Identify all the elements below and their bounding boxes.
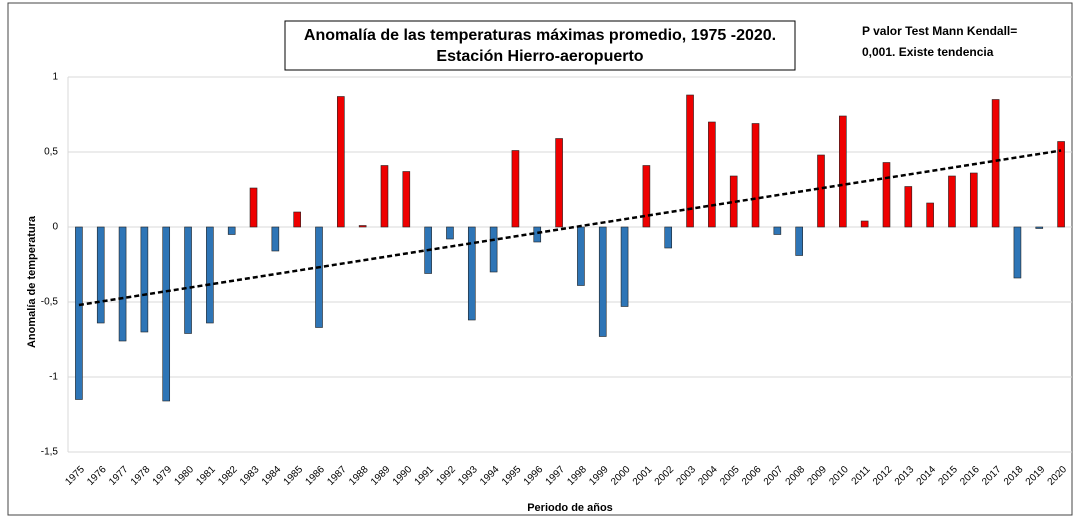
bar [533,226,542,243]
chart-title: Anomalía de las temperaturas máximas pro… [304,27,776,44]
bar [227,226,236,235]
y-tick-label: -1 [49,372,58,383]
bar [75,226,83,400]
bar [577,226,585,286]
x-axis-label: Periodo de años [527,502,613,514]
bar [926,202,934,228]
bar [773,226,782,235]
bar [446,226,454,240]
bar [184,226,192,334]
y-axis-label: Anomalía de temperatura [26,215,38,348]
bar [118,226,127,342]
title-box [284,20,796,71]
bar [249,187,258,228]
bar [969,172,978,228]
y-tick-label: 1 [52,72,58,83]
bar [206,226,214,324]
annotation: P valor Test Mann Kendall= [862,24,1017,38]
bar [708,121,716,228]
bar [402,171,411,228]
bar [467,226,476,321]
bar [795,226,803,256]
bar [904,186,913,228]
bar [511,150,520,228]
bar [1035,226,1044,229]
bar [751,123,760,228]
y-tick-label: 0 [52,222,58,233]
bar [1013,226,1022,279]
bar [991,99,1000,228]
annotation: 0,001. Existe tendencia [862,45,994,59]
bar [839,115,847,228]
trendline [78,149,1062,307]
bar [817,154,825,228]
bar [96,226,105,324]
y-tick-label: -0,5 [41,297,59,308]
chart-title: Estación Hierro-aeropuerto [436,48,643,65]
bar [882,162,891,228]
bar [598,226,607,337]
bar [337,96,345,228]
bar [686,94,694,228]
bar [620,226,629,307]
bar [860,220,869,228]
bar [293,211,301,228]
bar [358,225,367,228]
bar [489,226,498,273]
bar [315,226,323,328]
bar [642,165,651,228]
bar [1057,141,1065,228]
bar [271,226,280,252]
bar [948,175,956,228]
bar [555,138,563,228]
y-tick-label: 0,5 [44,147,58,158]
y-tick-label: -1,5 [41,447,59,458]
bar [380,165,389,228]
bar [162,226,171,402]
bar [664,226,673,249]
bar [140,226,149,333]
